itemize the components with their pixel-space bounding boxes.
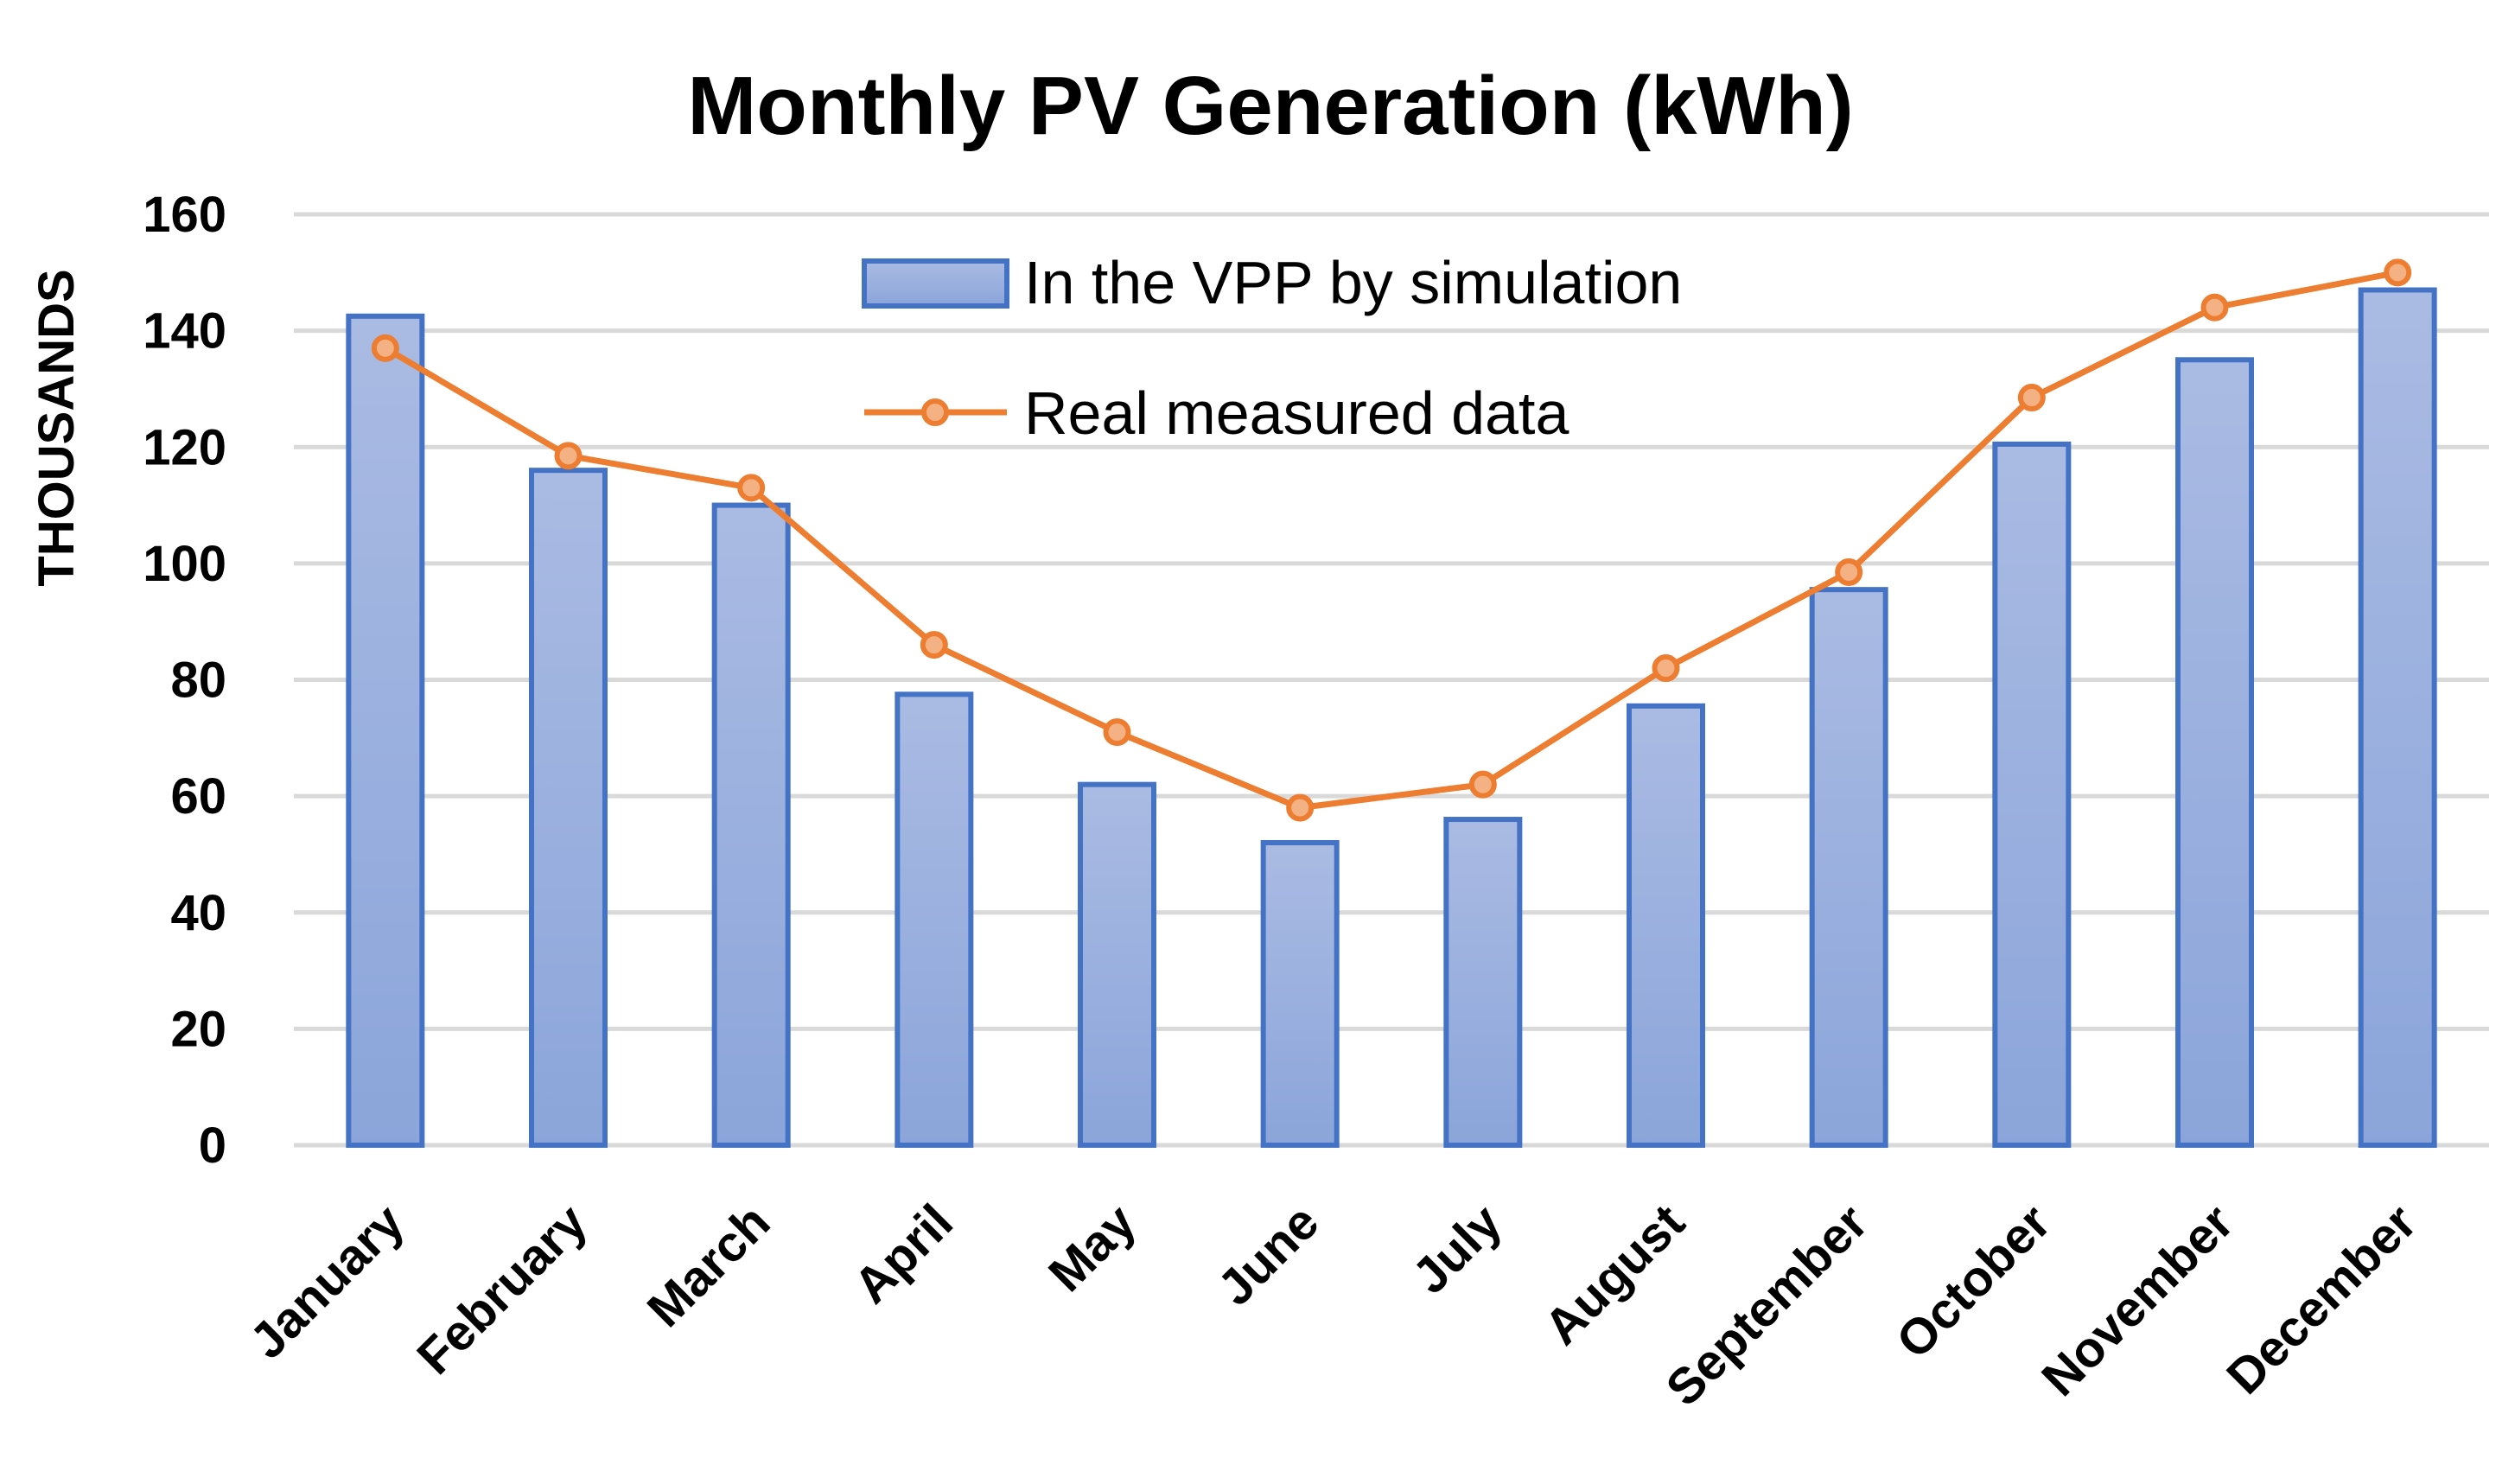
y-tick-label: 60 <box>170 768 226 825</box>
x-tick-label: February <box>406 1194 597 1385</box>
y-tick-label: 160 <box>143 187 226 243</box>
point-april <box>920 631 948 659</box>
point-january <box>371 334 399 362</box>
y-axis-label: THOUSANDS <box>29 269 85 586</box>
legend: In the VPP by simulation Real measured d… <box>862 249 1682 447</box>
y-tick-label: 140 <box>143 303 226 360</box>
point-december <box>2384 258 2412 287</box>
bar-may <box>1078 781 1156 1148</box>
y-tick-label: 100 <box>143 536 226 592</box>
gridlines <box>294 212 2489 1148</box>
y-tick-label: 0 <box>199 1118 226 1174</box>
x-tick-label: December <box>2216 1194 2427 1404</box>
x-tick-label: April <box>844 1194 964 1314</box>
bar-february <box>529 468 608 1148</box>
y-tick-label: 20 <box>170 1001 226 1057</box>
point-march <box>737 474 766 502</box>
y-tick-label: 80 <box>170 653 226 709</box>
x-tick-label: August <box>1533 1194 1695 1355</box>
bar-december <box>2358 287 2437 1149</box>
x-tick-label: March <box>637 1194 781 1338</box>
point-june <box>1286 793 1315 822</box>
y-axis-ticks: 0 20 40 60 80 100 120 140 160 <box>143 187 226 1174</box>
x-tick-label: May <box>1038 1194 1147 1302</box>
x-tick-label: June <box>1207 1194 1330 1316</box>
point-november <box>2200 293 2229 322</box>
point-july <box>1468 770 1497 799</box>
measured-data-line <box>384 269 2398 812</box>
line-series <box>371 258 2412 822</box>
x-tick-label: January <box>239 1194 415 1369</box>
x-tick-label: July <box>1402 1194 1512 1304</box>
point-may <box>1103 718 1131 747</box>
bar-november <box>2175 357 2254 1148</box>
bar-january <box>346 313 425 1148</box>
legend-swatch-marker <box>921 398 949 426</box>
bar-october <box>1992 441 2072 1148</box>
y-tick-label: 120 <box>143 419 226 475</box>
legend-label-measured: Real measured data <box>1024 379 1569 447</box>
bar-july <box>1443 817 1523 1148</box>
chart-title: Monthly PV Generation (kWh) <box>687 60 1853 152</box>
bar-april <box>895 691 974 1148</box>
point-february <box>554 442 583 470</box>
bar-series <box>346 287 2437 1149</box>
x-tick-label: November <box>2031 1194 2244 1407</box>
point-september <box>1835 557 1863 586</box>
bar-august <box>1627 703 1705 1149</box>
x-tick-label: October <box>1886 1194 2061 1369</box>
legend-swatch-bar <box>862 258 1009 309</box>
bar-march <box>711 502 791 1148</box>
bar-june <box>1260 839 1340 1148</box>
point-august <box>1652 654 1680 683</box>
legend-label-simulation: In the VPP by simulation <box>1024 249 1682 316</box>
y-tick-label: 40 <box>170 885 226 941</box>
bar-september <box>1809 587 1888 1148</box>
point-october <box>2017 384 2046 412</box>
